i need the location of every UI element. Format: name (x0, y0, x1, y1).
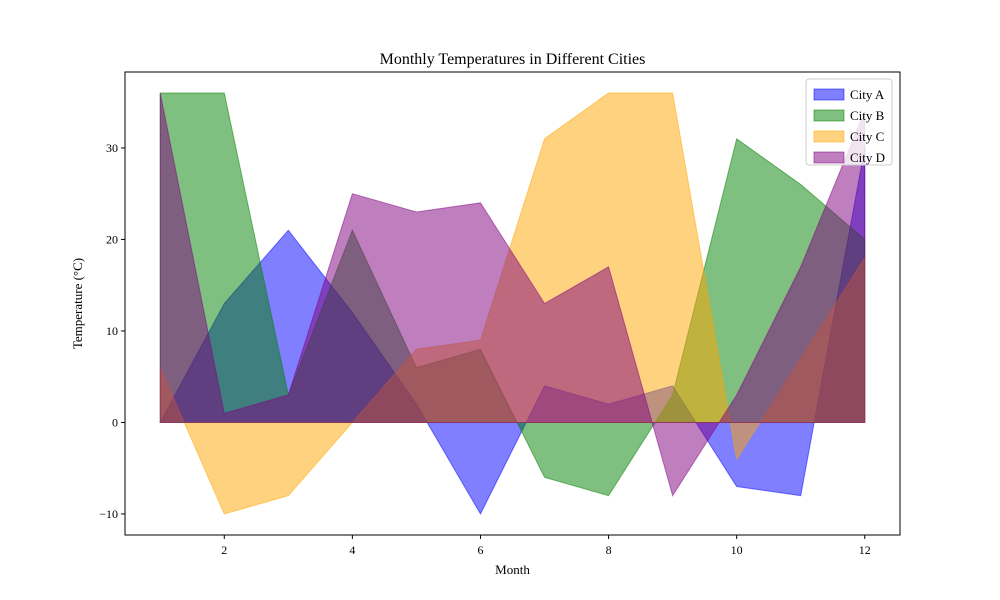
legend-swatch (813, 109, 845, 122)
legend: City A City B City C City D (805, 78, 893, 166)
x-tick-label: 12 (859, 543, 871, 557)
y-tick-label: 20 (106, 232, 118, 246)
x-axis-ticks: 2 4 6 8 10 12 (221, 535, 871, 557)
plot-frame (124, 71, 901, 536)
x-tick-label: 10 (731, 543, 743, 557)
x-tick-label: 2 (221, 543, 227, 557)
x-tick-label: 6 (477, 543, 483, 557)
y-tick-label: 0 (112, 415, 118, 429)
x-tick-label: 8 (606, 543, 612, 557)
series-areas (159, 92, 866, 516)
y-tick-label: 30 (106, 141, 118, 155)
legend-swatch (813, 88, 845, 101)
y-tick-label: 10 (106, 324, 118, 338)
y-axis-label: Temperature (°C) (70, 258, 85, 349)
y-axis-ticks: −10 0 10 20 30 (99, 141, 125, 521)
x-axis-label: Month (495, 562, 530, 577)
legend-label: City A (850, 87, 885, 102)
legend-label: City C (850, 129, 884, 144)
legend-label: City D (850, 150, 885, 165)
y-tick-label: −10 (99, 507, 118, 521)
legend-label: City B (850, 108, 885, 123)
x-tick-label: 4 (349, 543, 355, 557)
chart-title: Monthly Temperatures in Different Cities (380, 51, 646, 68)
legend-swatch (813, 151, 845, 164)
legend-swatch (813, 130, 845, 143)
